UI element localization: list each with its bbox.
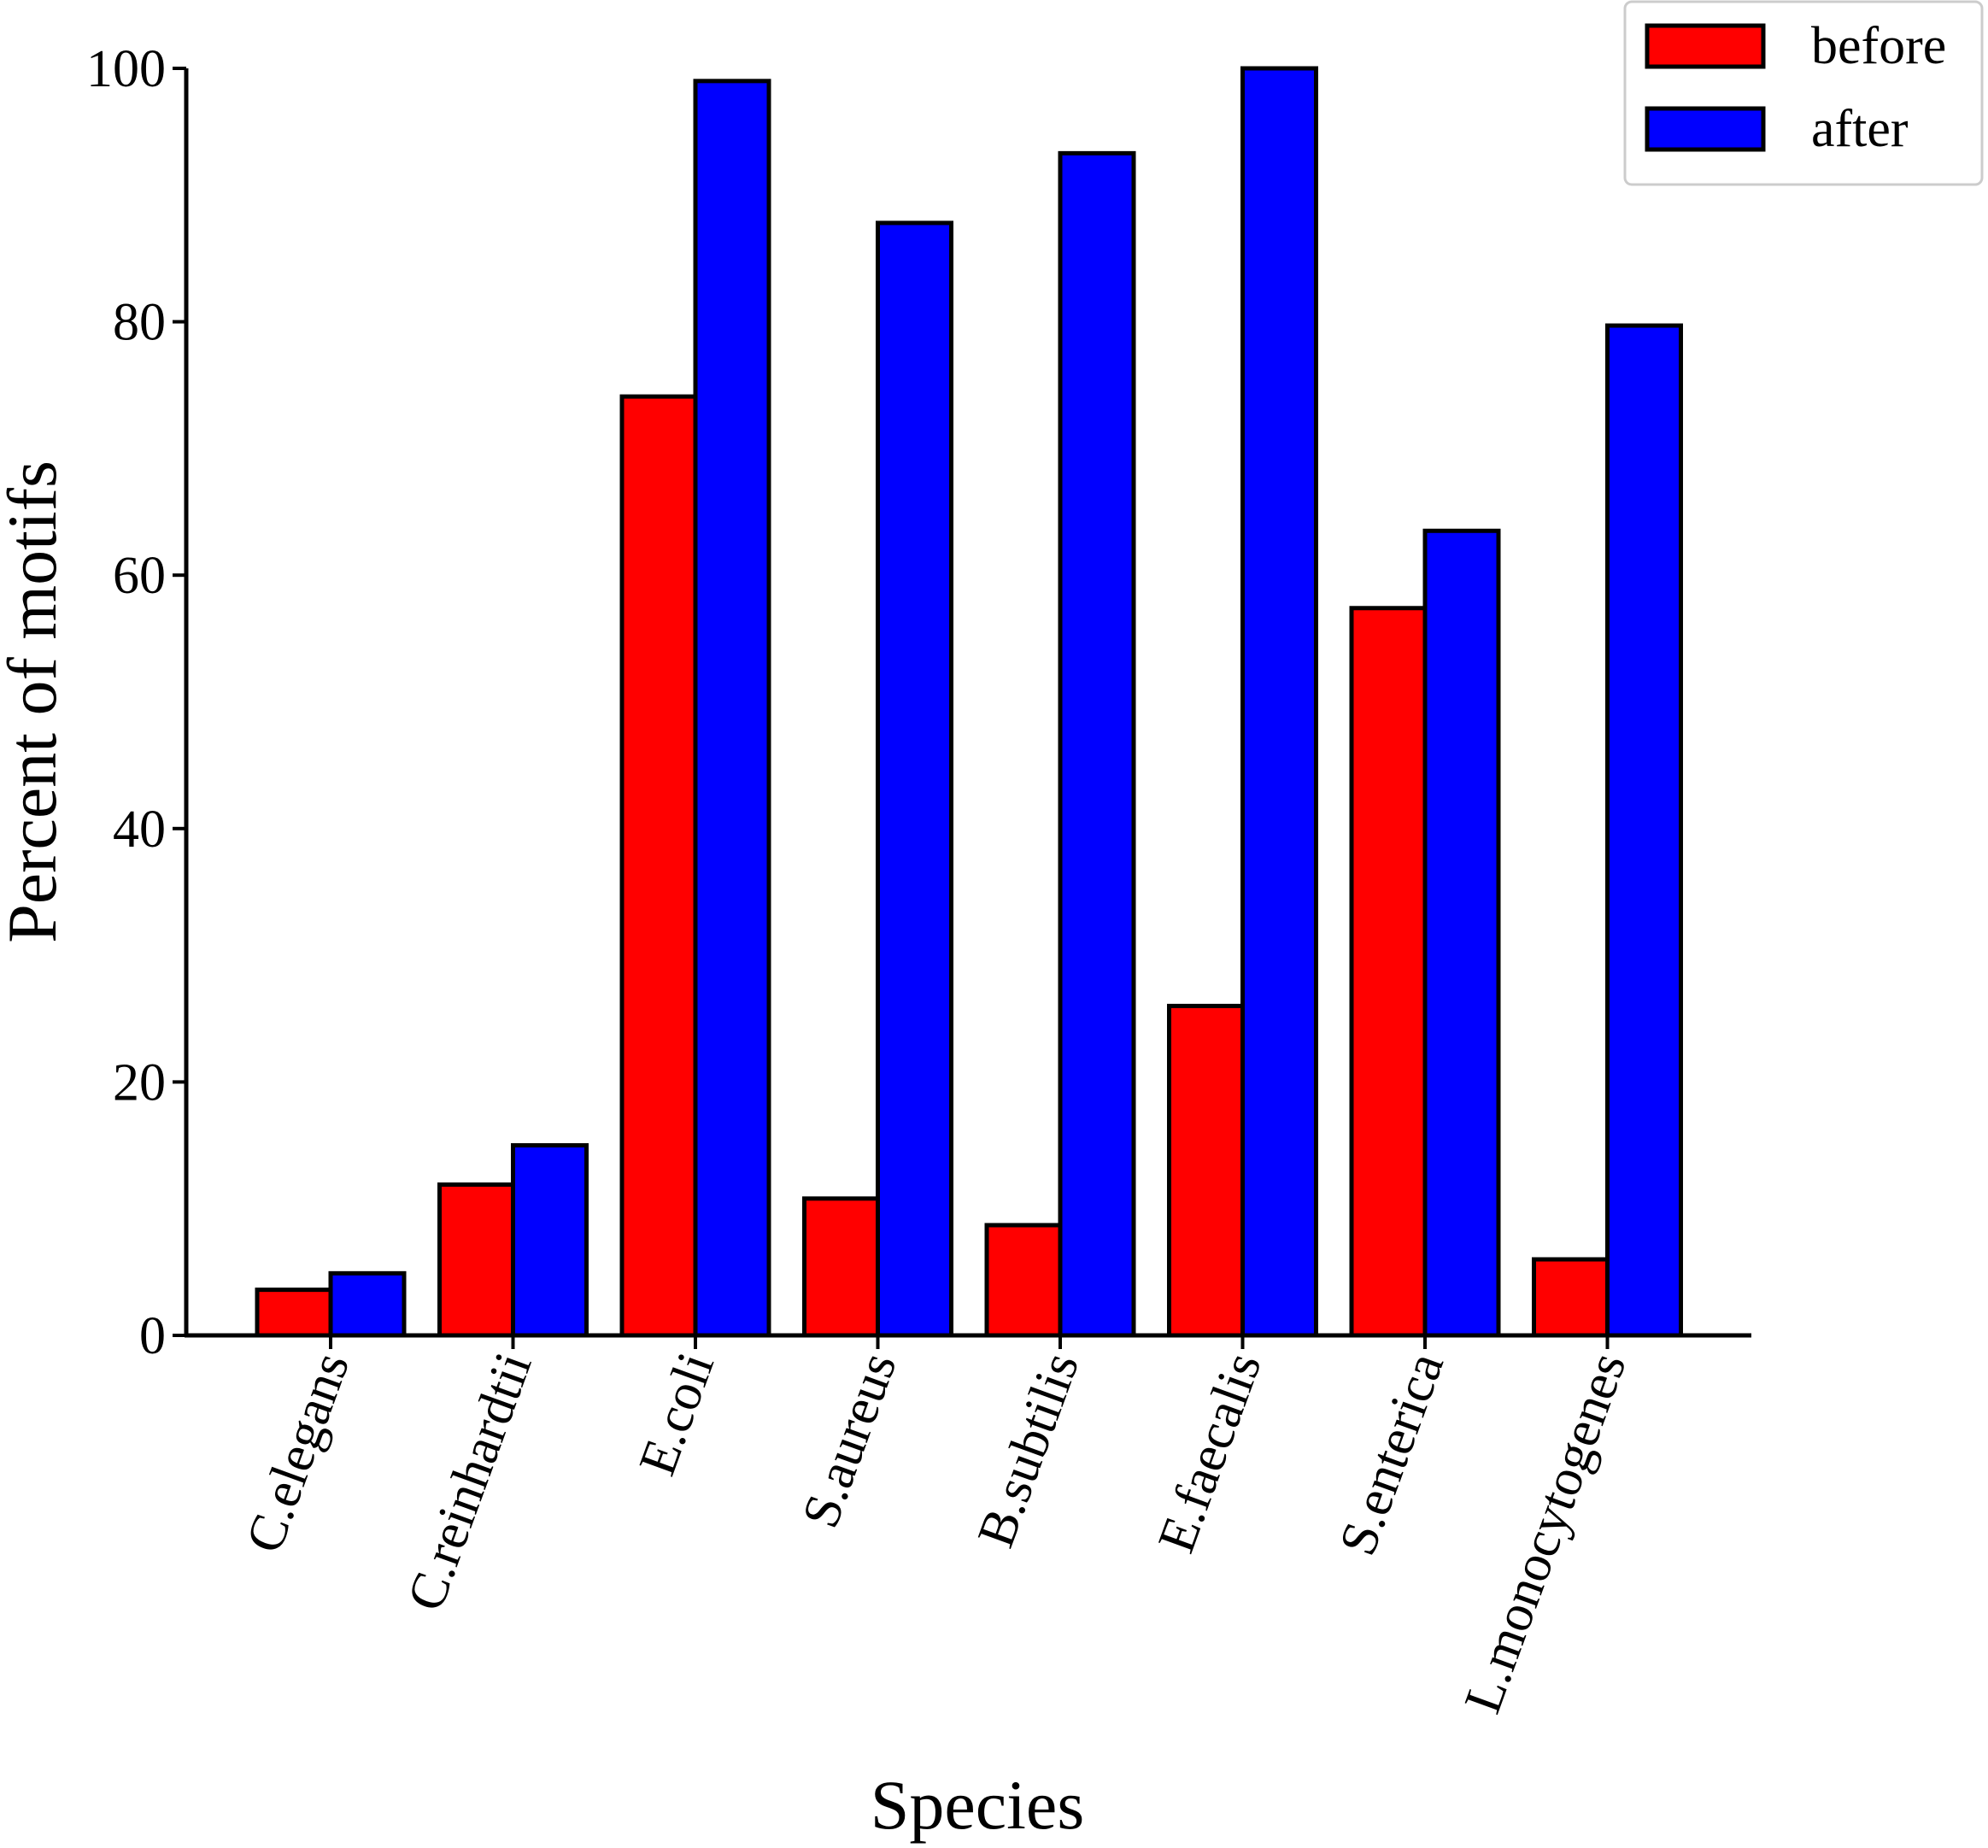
y-tick-label: 60 <box>113 547 166 605</box>
legend: before after <box>1623 0 1984 186</box>
x-axis-title: Species <box>871 1766 1084 1844</box>
y-tick-label: 80 <box>113 294 166 352</box>
x-ticks-group: C.elegans C.reinhardtii E.coli S.aureus B.su… <box>235 1335 1638 1721</box>
bar-after-s-aureus <box>876 220 953 1338</box>
bar-before-l-monocytogenes <box>1532 1257 1610 1338</box>
bar-after-b-subtilis <box>1058 150 1136 1338</box>
bar-after-s-enterica <box>1422 528 1501 1338</box>
y-tick-label: 100 <box>86 40 166 98</box>
bar-after-l-monocytogenes <box>1605 323 1683 1338</box>
x-tick-label: E.coli <box>628 1346 725 1483</box>
bar-before-e-coli <box>619 394 698 1338</box>
y-tick-label: 0 <box>139 1307 166 1365</box>
x-tick-label: C.reinhardtii <box>396 1346 543 1618</box>
bar-before-e-faecalis <box>1167 1003 1245 1338</box>
bars-group <box>255 66 1683 1338</box>
x-tick-label: B.subtilis <box>967 1346 1091 1555</box>
legend-label-after: after <box>1811 100 1909 158</box>
bar-before-s-enterica <box>1349 606 1428 1338</box>
x-tick-label: L.monocytogenes <box>1453 1346 1637 1721</box>
bar-after-e-coli <box>693 79 771 1338</box>
y-ticks-group: 0 20 40 60 80 100 <box>86 40 186 1365</box>
bar-after-e-faecalis <box>1240 66 1318 1338</box>
x-tick-label: E.faecalis <box>1147 1346 1273 1560</box>
bar-before-c-elegans <box>255 1288 333 1338</box>
y-axis-title: Percent of motifs <box>0 461 71 943</box>
y-tick-label: 20 <box>113 1053 166 1112</box>
legend-label-before: before <box>1811 17 1946 75</box>
legend-swatch-after <box>1645 106 1766 152</box>
x-tick-label: S.enterica <box>1328 1346 1455 1563</box>
bar-before-b-subtilis <box>984 1223 1063 1338</box>
bar-before-c-reinhardtii <box>437 1182 515 1338</box>
x-tick-label: C.elegans <box>235 1346 361 1560</box>
legend-swatch-before <box>1645 23 1766 69</box>
axes-group <box>184 68 1751 1338</box>
x-tick-label: S.aureus <box>791 1346 907 1535</box>
y-tick-label: 40 <box>113 801 166 859</box>
bar-before-s-aureus <box>802 1196 880 1338</box>
bar-after-c-reinhardtii <box>511 1143 589 1338</box>
bar-after-c-elegans <box>328 1270 407 1338</box>
